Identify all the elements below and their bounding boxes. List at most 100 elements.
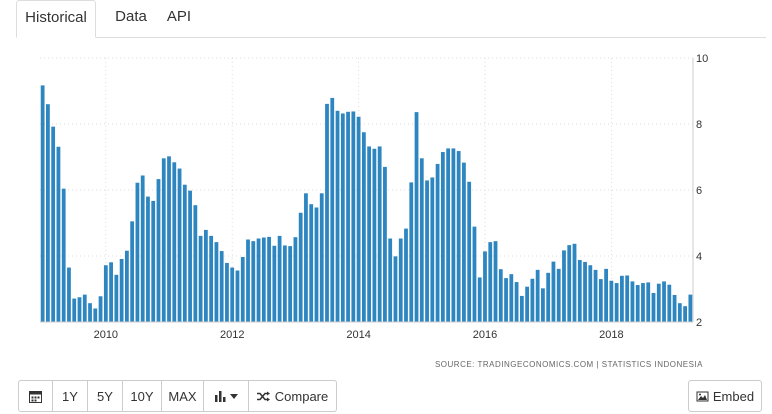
bar	[156, 179, 161, 322]
bar	[361, 132, 366, 322]
bar	[88, 303, 92, 322]
embed-button[interactable]: Embed	[688, 380, 762, 412]
bar	[583, 261, 587, 322]
bar	[551, 261, 556, 322]
tab-data[interactable]: Data	[115, 8, 147, 25]
bar	[130, 221, 135, 322]
bar	[172, 162, 177, 322]
bar	[593, 269, 598, 322]
bar	[440, 152, 445, 322]
bar	[567, 245, 572, 322]
bar	[351, 111, 356, 323]
bar	[103, 265, 108, 322]
bar	[293, 237, 298, 322]
bar	[588, 265, 593, 322]
bar	[641, 283, 645, 322]
bar	[230, 267, 235, 322]
bar	[467, 181, 472, 322]
bar	[319, 193, 324, 322]
bar	[425, 180, 429, 322]
bar	[677, 303, 682, 322]
bar	[398, 238, 403, 322]
bar	[151, 200, 156, 322]
x-tick-label: 2016	[473, 329, 497, 341]
bar	[483, 251, 487, 322]
bar	[635, 285, 640, 322]
bar	[346, 111, 350, 322]
bar	[330, 97, 335, 323]
chart-area: 2 4 6 8 10 2010 2012 2014 2016 2018 SOURCE: TRADIN…	[0, 40, 772, 380]
bar	[525, 286, 530, 322]
bar	[614, 283, 619, 322]
bar	[56, 146, 61, 322]
bar	[135, 182, 140, 322]
bar	[609, 280, 614, 322]
y-tick-label: 10	[696, 53, 708, 65]
bar	[367, 146, 372, 322]
bar	[604, 268, 609, 322]
bar	[146, 196, 150, 322]
bar-chart-icon	[214, 390, 227, 402]
bar	[256, 238, 261, 322]
bar	[282, 245, 287, 322]
bar	[662, 281, 666, 322]
bar	[140, 175, 145, 322]
tab-historical[interactable]: Historical	[16, 0, 96, 38]
bar	[251, 241, 256, 322]
range-10y-button[interactable]: 10Y	[122, 380, 162, 412]
bar	[393, 256, 398, 322]
bar	[277, 235, 282, 322]
bar	[456, 151, 461, 322]
bar	[288, 246, 293, 322]
bar	[325, 103, 329, 322]
bar	[683, 306, 687, 322]
bar	[93, 308, 98, 322]
bar	[119, 258, 124, 322]
bar	[298, 212, 303, 322]
bar	[430, 177, 435, 322]
bar	[177, 168, 182, 322]
bar	[462, 162, 466, 322]
bar	[446, 148, 451, 322]
bar	[209, 235, 214, 322]
bar	[356, 116, 361, 323]
range-max-button[interactable]: MAX	[161, 380, 204, 412]
bar	[304, 193, 308, 322]
bar	[46, 104, 50, 322]
bar	[688, 294, 693, 322]
compare-button[interactable]: Compare	[248, 380, 337, 412]
bar	[519, 295, 524, 322]
bar	[562, 250, 566, 322]
calendar-button[interactable]	[18, 380, 53, 412]
bar	[82, 294, 87, 322]
bar	[435, 163, 440, 322]
bar	[535, 269, 540, 322]
bar	[372, 148, 377, 322]
x-tick-label: 2010	[94, 329, 118, 341]
bar	[272, 245, 277, 322]
caret-down-icon	[229, 393, 238, 399]
bar	[383, 166, 387, 322]
tab-api[interactable]: API	[166, 8, 192, 25]
x-tick-label: 2018	[599, 329, 623, 341]
chart-type-dropdown[interactable]	[203, 380, 249, 412]
bar	[225, 262, 229, 322]
embed-label: Embed	[712, 388, 755, 404]
bar	[667, 284, 672, 322]
bar	[498, 269, 503, 322]
bar-chart: 2 4 6 8 10 2010 2012 2014 2016 2018 SOURCE: TRADIN…	[40, 53, 708, 369]
bar	[309, 204, 314, 322]
bar	[377, 146, 382, 322]
y-tick-label: 6	[696, 185, 702, 197]
bar	[67, 267, 71, 322]
range-5y-button[interactable]: 5Y	[87, 380, 123, 412]
bar	[114, 274, 119, 322]
bar	[477, 277, 482, 322]
bar	[625, 275, 630, 322]
bar	[203, 229, 208, 322]
bar	[72, 298, 77, 322]
range-1y-button[interactable]: 1Y	[52, 380, 88, 412]
chart-toolbar: 1Y 5Y 10Y MAX Compare	[18, 380, 337, 412]
bar	[235, 270, 240, 322]
bar	[188, 190, 192, 322]
